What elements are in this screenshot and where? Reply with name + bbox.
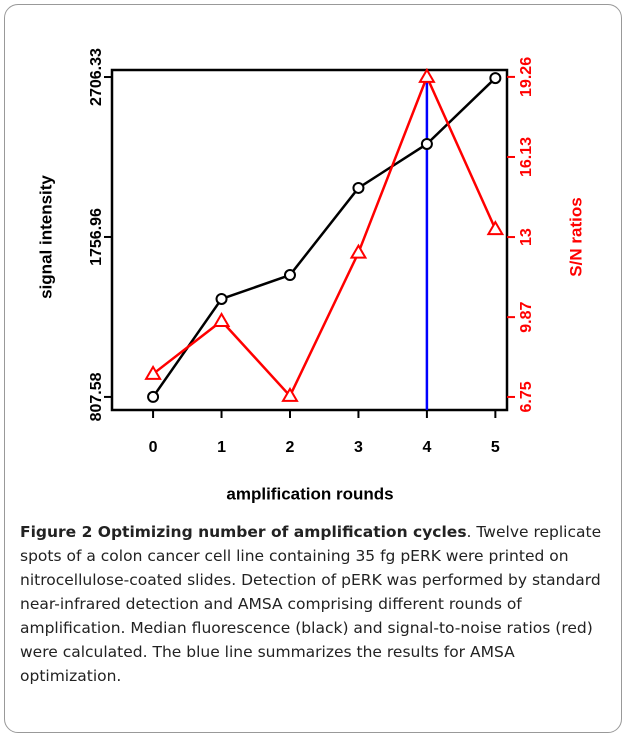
x-tick-label: 0 <box>149 439 158 456</box>
caption-title: Figure 2 Optimizing number of amplificat… <box>20 523 467 541</box>
series-line <box>152 77 497 398</box>
y-tick-label: 2706.33 <box>88 48 105 106</box>
y-tick-label: 1756.96 <box>88 208 105 266</box>
caption-body: . Twelve replicate spots of a colon canc… <box>20 523 602 685</box>
marker <box>489 72 502 85</box>
y2-axis-label: S/N ratios <box>566 197 585 276</box>
x-tick-label: 3 <box>354 439 363 456</box>
x-tick-label: 5 <box>491 439 500 456</box>
marker <box>215 292 228 305</box>
x-tick-label: 1 <box>217 439 226 456</box>
marker <box>420 137 433 150</box>
marker <box>349 243 368 259</box>
marker <box>147 390 160 403</box>
y2-tick-label: 6.75 <box>518 381 535 412</box>
x-tick-label: 2 <box>286 439 295 456</box>
caption: Figure 2 Optimizing number of amplificat… <box>20 520 610 688</box>
plot-frame <box>110 68 509 412</box>
y2-tick-label: 16.13 <box>518 137 535 177</box>
marker <box>281 386 299 402</box>
series-line <box>152 73 497 399</box>
y-axis-label: signal intensity <box>36 175 55 299</box>
marker <box>418 67 436 83</box>
marker <box>486 220 505 236</box>
chart: 0 1 2 3 4 5 807.58 1756.96 2706.33 6.75 9.87 13 16.1… <box>36 48 585 503</box>
marker <box>144 364 162 380</box>
figure-frame <box>4 4 622 733</box>
y2-tick-label: 13 <box>518 228 535 246</box>
x-axis-label: amplification rounds <box>226 484 393 503</box>
y2-tick-label: 19.26 <box>518 57 535 97</box>
y2-tick-label: 9.87 <box>518 301 535 332</box>
marker <box>352 181 365 194</box>
marker <box>283 269 296 282</box>
x-tick-label: 4 <box>422 439 431 456</box>
y-tick-label: 807.58 <box>88 372 105 421</box>
marker <box>212 311 231 327</box>
